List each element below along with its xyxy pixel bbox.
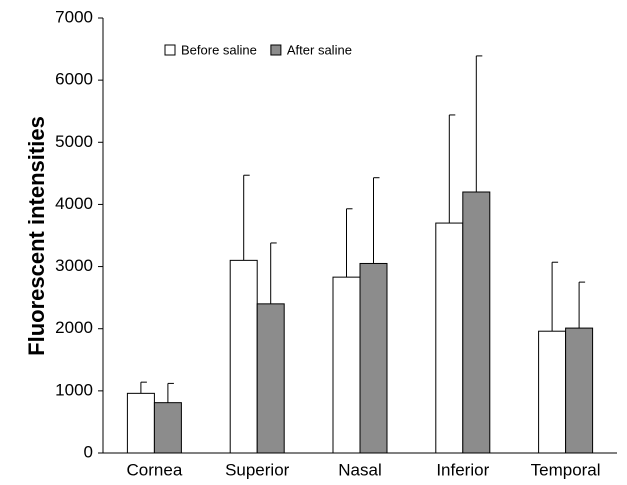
y-tick-label: 0 (84, 442, 93, 461)
legend-label: After saline (287, 42, 352, 57)
x-tick-label: Nasal (338, 460, 381, 479)
bar (435, 222, 464, 454)
y-tick-label: 6000 (55, 70, 93, 89)
legend-swatch (164, 44, 176, 56)
y-tick-label: 3000 (55, 256, 93, 275)
x-tick-label: Temporal (531, 460, 601, 479)
y-tick-label: 4000 (55, 194, 93, 213)
x-tick-label: Inferior (436, 460, 489, 479)
legend-swatch (270, 44, 282, 56)
bar (538, 330, 567, 454)
x-tick-label: Superior (225, 460, 290, 479)
x-tick-label: Cornea (127, 460, 183, 479)
bar (229, 259, 258, 454)
legend-label: Before saline (181, 42, 257, 57)
y-tick-label: 2000 (55, 318, 93, 337)
y-tick-label: 1000 (55, 380, 93, 399)
y-tick-label: 5000 (55, 132, 93, 151)
bar (256, 303, 285, 454)
bar (332, 276, 361, 454)
bar (565, 327, 594, 454)
y-axis-label: Fluorescent intensities (24, 116, 49, 356)
bar (126, 392, 155, 454)
bar (462, 191, 491, 454)
bar (359, 262, 388, 454)
bar (153, 402, 182, 454)
y-tick-label: 7000 (55, 7, 93, 26)
